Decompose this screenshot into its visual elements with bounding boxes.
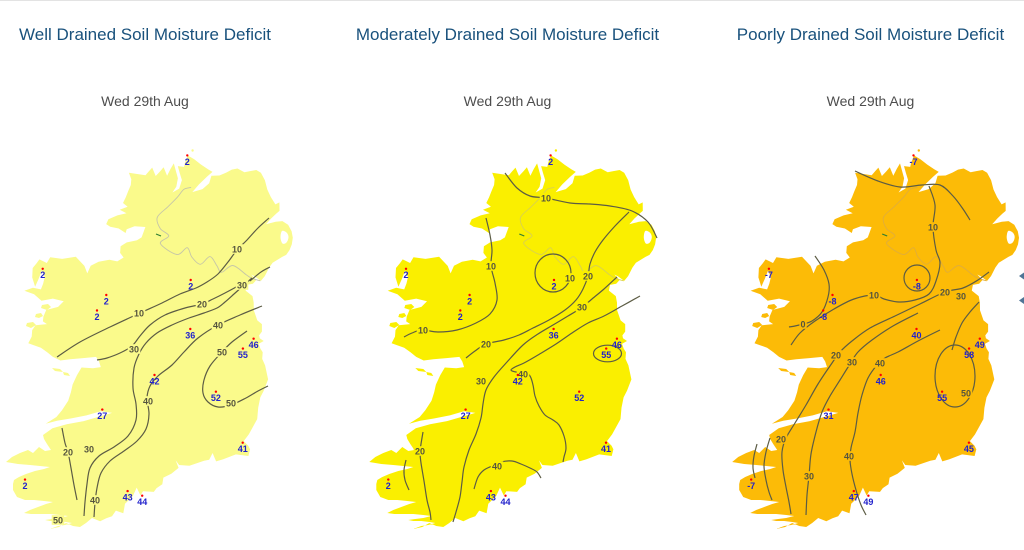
svg-text:42: 42 [513, 376, 523, 386]
svg-text:31: 31 [823, 411, 833, 421]
svg-text:-8: -8 [819, 312, 827, 322]
svg-text:30: 30 [129, 344, 139, 354]
svg-text:30: 30 [476, 376, 486, 386]
svg-text:50: 50 [217, 347, 227, 357]
svg-text:27: 27 [97, 411, 107, 421]
svg-text:20: 20 [583, 271, 593, 281]
svg-text:30: 30 [237, 280, 247, 290]
svg-text:41: 41 [601, 444, 611, 454]
svg-text:20: 20 [481, 339, 491, 349]
svg-text:2: 2 [551, 281, 556, 291]
svg-text:10: 10 [565, 273, 575, 283]
svg-text:-8: -8 [828, 296, 836, 306]
svg-text:47: 47 [849, 493, 859, 503]
svg-text:-7: -7 [765, 270, 773, 280]
svg-text:36: 36 [549, 330, 559, 340]
svg-text:55: 55 [937, 393, 947, 403]
svg-text:20: 20 [415, 446, 425, 456]
svg-text:2: 2 [548, 157, 553, 167]
svg-text:20: 20 [776, 434, 786, 444]
svg-text:50: 50 [53, 515, 63, 525]
svg-text:58: 58 [964, 350, 974, 360]
svg-text:40: 40 [844, 451, 854, 461]
svg-text:50: 50 [961, 388, 971, 398]
svg-text:42: 42 [149, 376, 159, 386]
svg-text:-7: -7 [909, 157, 917, 167]
svg-text:44: 44 [137, 497, 147, 507]
svg-text:10: 10 [486, 261, 496, 271]
svg-text:10: 10 [928, 222, 938, 232]
svg-text:10: 10 [232, 244, 242, 254]
svg-text:0: 0 [800, 319, 805, 329]
svg-text:2: 2 [188, 281, 193, 291]
svg-text:20: 20 [831, 350, 841, 360]
svg-text:30: 30 [577, 302, 587, 312]
svg-text:2: 2 [40, 270, 45, 280]
svg-text:10: 10 [418, 325, 428, 335]
svg-text:2: 2 [403, 270, 408, 280]
svg-text:40: 40 [911, 330, 921, 340]
svg-text:43: 43 [123, 493, 133, 503]
svg-text:2: 2 [185, 157, 190, 167]
svg-text:30: 30 [956, 291, 966, 301]
svg-text:20: 20 [940, 287, 950, 297]
svg-text:55: 55 [238, 350, 248, 360]
svg-text:49: 49 [863, 497, 873, 507]
svg-text:46: 46 [612, 340, 622, 350]
svg-text:52: 52 [574, 393, 584, 403]
svg-text:2: 2 [458, 312, 463, 322]
svg-text:30: 30 [84, 444, 94, 454]
svg-text:2: 2 [467, 296, 472, 306]
svg-text:40: 40 [90, 495, 100, 505]
svg-text:2: 2 [94, 312, 99, 322]
svg-text:55: 55 [601, 350, 611, 360]
svg-text:20: 20 [197, 299, 207, 309]
svg-text:2: 2 [22, 481, 27, 491]
svg-text:-8: -8 [913, 281, 921, 291]
svg-text:-7: -7 [747, 481, 755, 491]
svg-text:44: 44 [500, 497, 510, 507]
svg-text:36: 36 [185, 330, 195, 340]
svg-text:45: 45 [964, 444, 974, 454]
svg-text:27: 27 [461, 411, 471, 421]
svg-text:10: 10 [134, 308, 144, 318]
svg-text:40: 40 [875, 358, 885, 368]
svg-text:2: 2 [386, 481, 391, 491]
svg-text:40: 40 [492, 461, 502, 471]
svg-text:43: 43 [486, 493, 496, 503]
svg-text:20: 20 [63, 447, 73, 457]
svg-text:40: 40 [213, 320, 223, 330]
svg-text:40: 40 [143, 396, 153, 406]
svg-text:10: 10 [869, 290, 879, 300]
svg-text:50: 50 [226, 398, 236, 408]
svg-text:30: 30 [847, 357, 857, 367]
svg-text:41: 41 [238, 444, 248, 454]
svg-text:52: 52 [211, 393, 221, 403]
svg-text:10: 10 [541, 193, 551, 203]
svg-text:46: 46 [876, 376, 886, 386]
svg-text:49: 49 [975, 340, 985, 350]
svg-text:2: 2 [104, 296, 109, 306]
svg-text:30: 30 [804, 471, 814, 481]
svg-text:46: 46 [249, 340, 259, 350]
svg-text:40: 40 [518, 369, 528, 379]
